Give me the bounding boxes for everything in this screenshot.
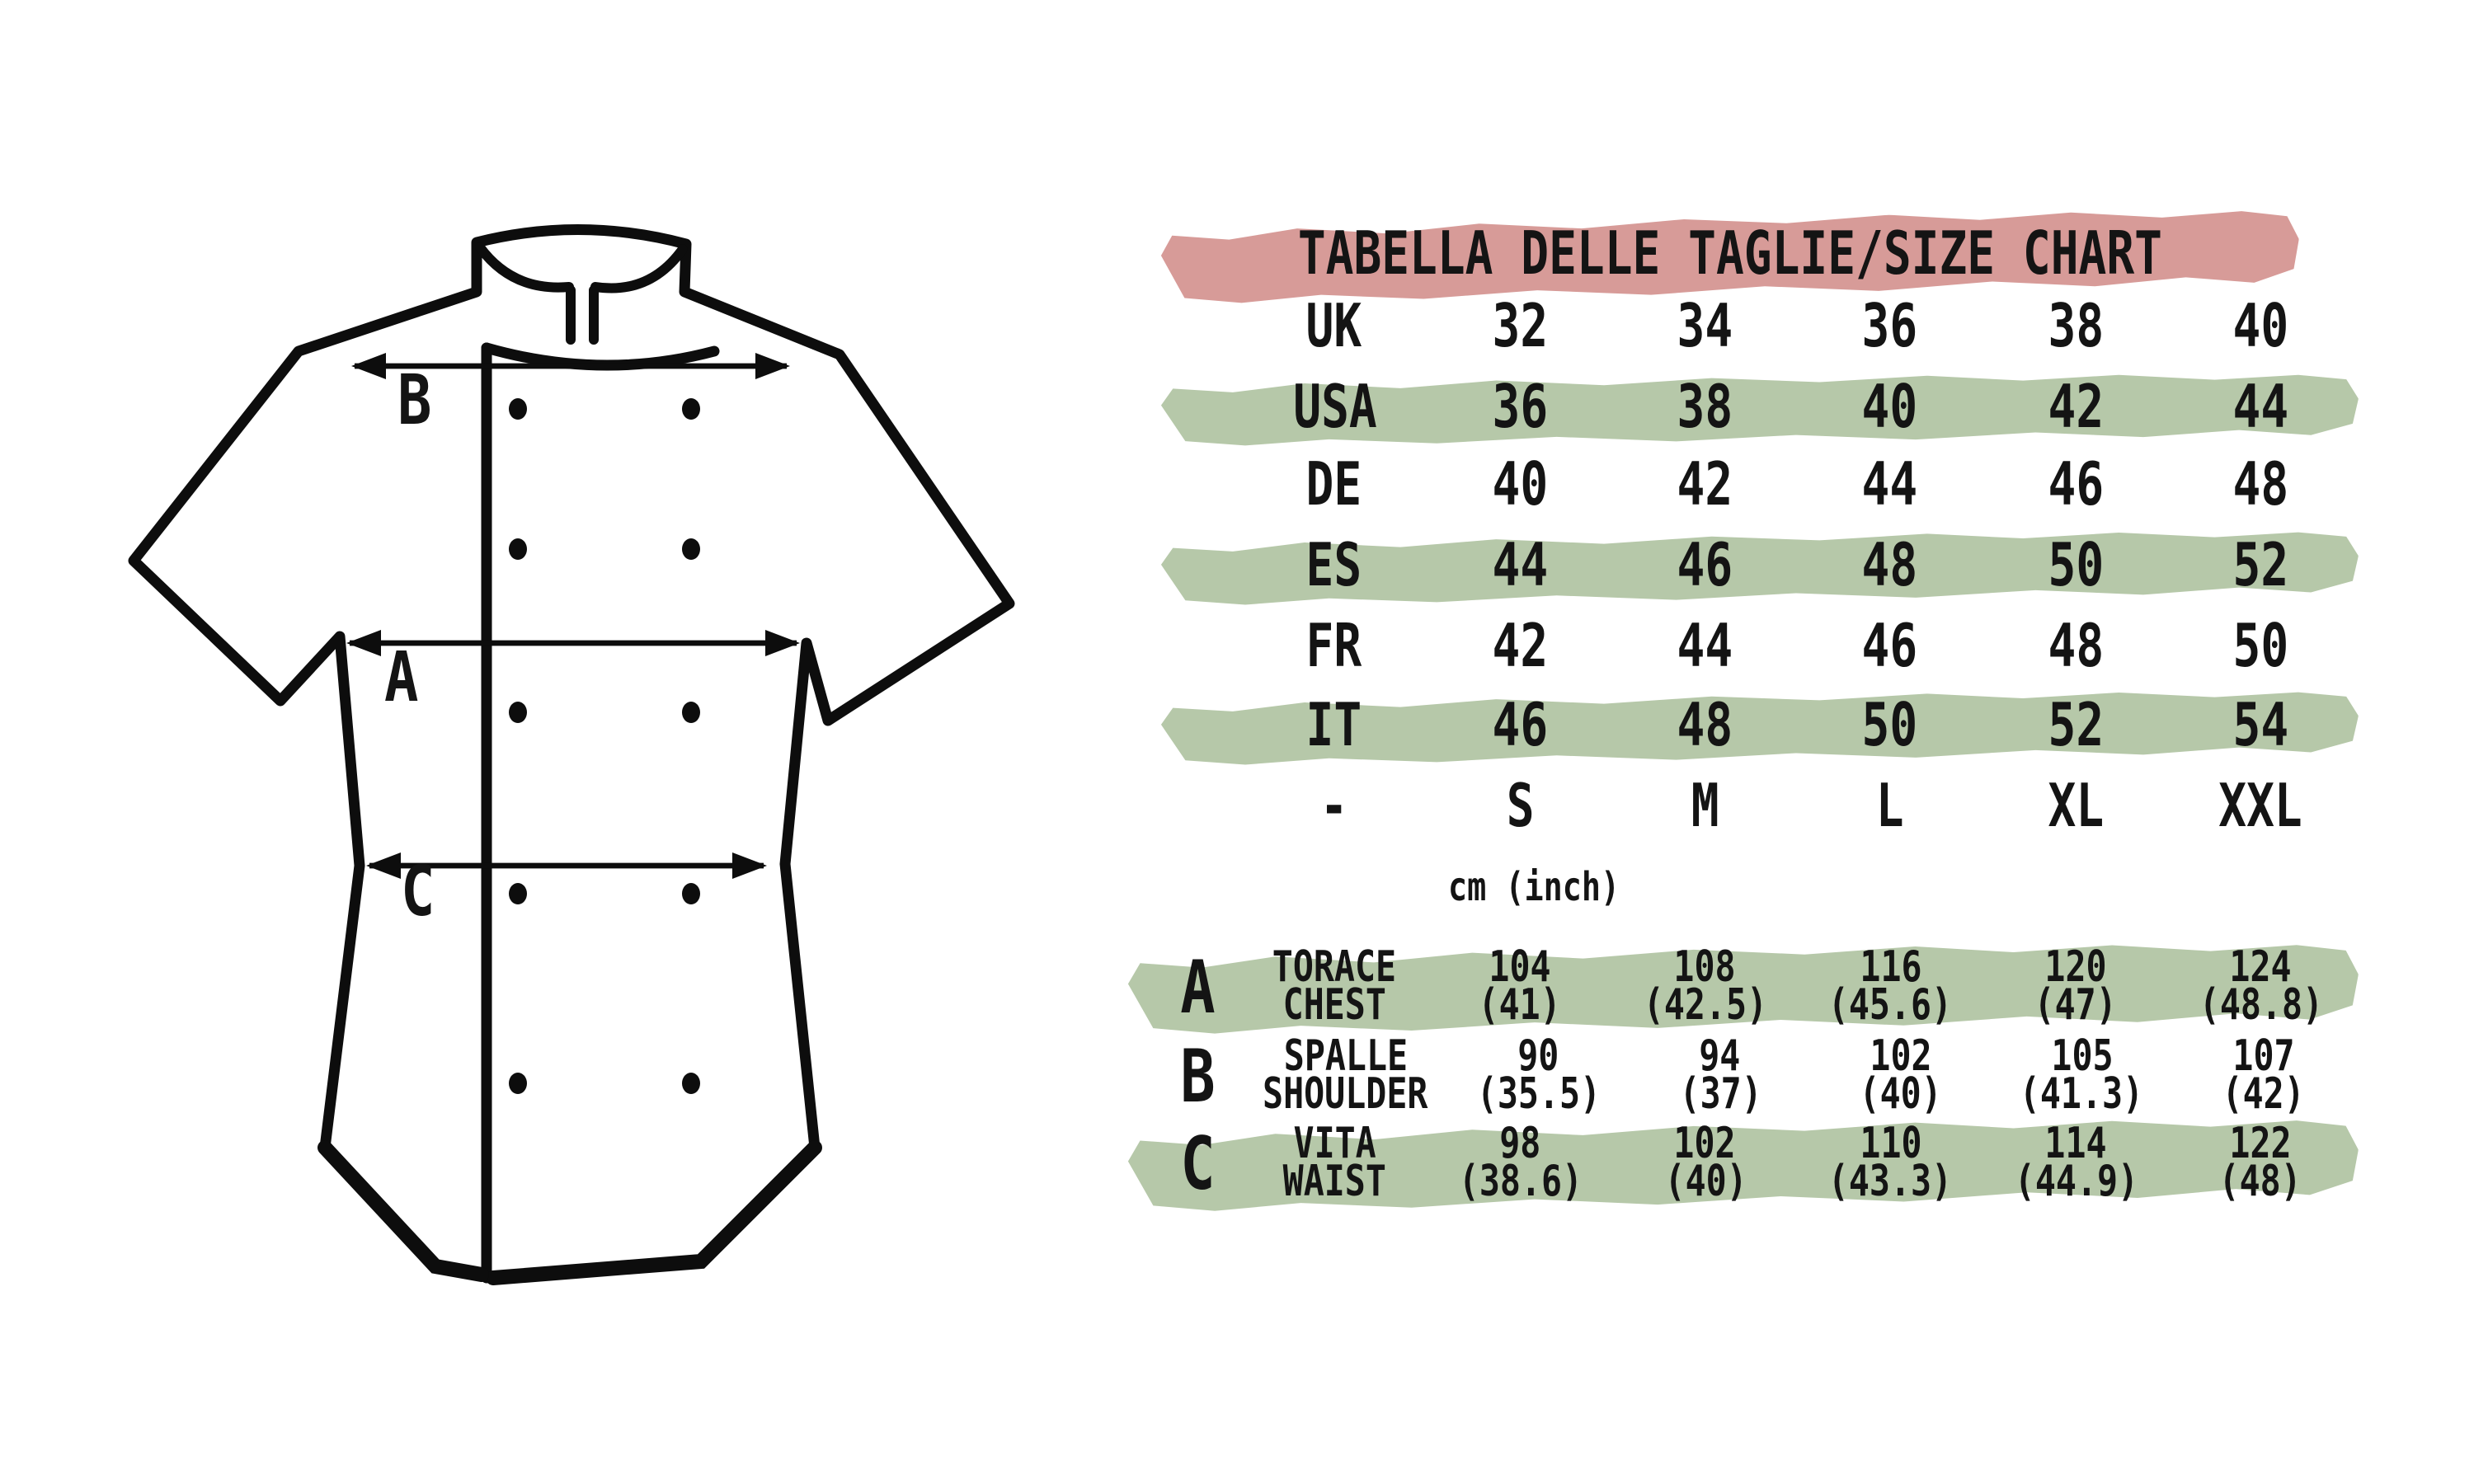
chef-jacket-diagram: B A C bbox=[128, 223, 1015, 1285]
button-dot bbox=[682, 883, 700, 904]
size-row-it: IT 46 48 50 52 54 bbox=[1242, 699, 2354, 755]
size-chart-title-row: TABELLA DELLE TAGLIE/SIZE CHART bbox=[1161, 214, 2299, 297]
measure-value: 104 (41) bbox=[1478, 943, 1562, 1031]
collar-inner-right-seam bbox=[590, 244, 688, 294]
size-value: 40 bbox=[1492, 452, 1548, 519]
measure-value: 90 (35.5) bbox=[1477, 1032, 1602, 1120]
button-dot bbox=[509, 1073, 527, 1094]
size-value: 44 bbox=[1492, 533, 1548, 600]
measure-value: 124 (48.8) bbox=[2199, 943, 2323, 1031]
chest-measure-label: A bbox=[384, 637, 418, 717]
button-dot bbox=[682, 1073, 700, 1094]
size-value: 46 bbox=[2048, 452, 2104, 519]
size-row-label: UK bbox=[1306, 294, 1363, 361]
size-value: 44 bbox=[1677, 613, 1733, 681]
size-value: 38 bbox=[2048, 294, 2104, 361]
size-value: 36 bbox=[1492, 374, 1548, 442]
button-dot bbox=[682, 398, 700, 420]
collar-inner-left-seam bbox=[475, 242, 574, 293]
size-value: 40 bbox=[1862, 374, 1919, 442]
unit-note: cm (inch) bbox=[1448, 864, 1620, 910]
size-value: 44 bbox=[1862, 452, 1919, 519]
measure-value: 102 (40) bbox=[1860, 1032, 1943, 1120]
size-value: 48 bbox=[1862, 533, 1919, 600]
size-value: 34 bbox=[1677, 294, 1733, 361]
measure-value: 110 (43.3) bbox=[1828, 1120, 1953, 1207]
size-value: 46 bbox=[1677, 533, 1733, 600]
size-value: M bbox=[1691, 773, 1719, 841]
measurement-row-waist: C VITA WAIST 98 (38.6) 102 (40) 110 (43.… bbox=[1242, 1126, 2354, 1202]
size-value: 42 bbox=[1492, 613, 1548, 681]
size-value: 46 bbox=[1862, 613, 1919, 681]
size-value: 50 bbox=[1862, 693, 1919, 760]
size-value: 44 bbox=[2232, 374, 2289, 442]
size-row-fr: FR 42 44 46 48 50 bbox=[1242, 613, 2354, 681]
right-hem-edge bbox=[486, 1140, 822, 1285]
size-row-uk: UK 32 34 36 38 40 bbox=[1242, 294, 2354, 361]
button-dot bbox=[509, 702, 527, 723]
size-row-international: - S M L XL XXL bbox=[1242, 773, 2354, 841]
size-value: 42 bbox=[1677, 452, 1733, 519]
measure-name: VITA WAIST bbox=[1282, 1120, 1386, 1207]
collar-placket-slit bbox=[566, 285, 599, 345]
measure-value: 122 (48) bbox=[2219, 1120, 2302, 1207]
size-value: S bbox=[1506, 773, 1534, 841]
measure-value: 116 (45.6) bbox=[1828, 943, 1953, 1031]
size-value: 48 bbox=[1677, 693, 1733, 760]
button-dot bbox=[509, 883, 527, 904]
measure-value: 108 (42.5) bbox=[1643, 943, 1767, 1031]
size-value: 46 bbox=[1492, 693, 1548, 760]
size-row-label: USA bbox=[1292, 374, 1377, 442]
measure-name: TORACE CHEST bbox=[1272, 943, 1397, 1031]
button-dot bbox=[682, 538, 700, 560]
size-table: TABELLA DELLE TAGLIE/SIZE CHART UK 32 34… bbox=[1242, 0, 2354, 1484]
measure-value: 114 (44.9) bbox=[2013, 1120, 2138, 1207]
size-value: 36 bbox=[1862, 294, 1919, 361]
size-value: L bbox=[1876, 773, 1905, 841]
measure-value: 98 (38.6) bbox=[1457, 1120, 1583, 1207]
jacket-outline bbox=[128, 223, 1015, 1284]
size-value: 52 bbox=[2048, 693, 2104, 760]
button-dots bbox=[509, 398, 700, 1094]
size-row-label: DE bbox=[1306, 452, 1363, 519]
size-value: 48 bbox=[2048, 613, 2104, 681]
size-row-usa: USA 36 38 40 42 44 bbox=[1242, 381, 2354, 437]
measurement-row-shoulder: B SPALLE SHOULDER 90 (35.5) 94 (37) 102 … bbox=[1180, 1032, 2354, 1120]
size-row-de: DE 40 42 44 46 48 bbox=[1242, 452, 2354, 519]
size-value: 54 bbox=[2232, 693, 2289, 760]
size-value: 40 bbox=[2232, 294, 2289, 361]
size-value: 42 bbox=[2048, 374, 2104, 442]
size-value: XL bbox=[2048, 773, 2104, 841]
size-value: 38 bbox=[1677, 374, 1733, 442]
measure-letter: C bbox=[1179, 1123, 1216, 1207]
size-value: 50 bbox=[2232, 613, 2289, 681]
left-hem-edge bbox=[317, 1140, 489, 1282]
size-row-label: ES bbox=[1306, 533, 1363, 600]
size-row-label: FR bbox=[1306, 613, 1363, 681]
button-dot bbox=[682, 702, 700, 723]
size-row-label: - bbox=[1320, 773, 1349, 841]
size-row-label: IT bbox=[1306, 693, 1363, 760]
shoulder-measure-label: B bbox=[397, 360, 431, 440]
measurement-row-chest: A TORACE CHEST 104 (41) 108 (42.5) 116 (… bbox=[1242, 950, 2354, 1026]
size-value: XXL bbox=[2218, 773, 2303, 841]
measure-letter: B bbox=[1179, 1036, 1216, 1120]
measure-letter: A bbox=[1179, 946, 1216, 1031]
size-chart-title: TABELLA DELLE TAGLIE/SIZE CHART bbox=[1297, 221, 2163, 289]
measure-value: 107 (42) bbox=[2222, 1032, 2305, 1120]
measure-value: 94 (37) bbox=[1678, 1032, 1761, 1120]
size-value: 50 bbox=[2048, 533, 2104, 600]
size-value: 32 bbox=[1492, 294, 1548, 361]
measure-value: 105 (41.3) bbox=[2020, 1032, 2144, 1120]
waist-measure-label: C bbox=[401, 852, 435, 932]
measure-value: 102 (40) bbox=[1663, 1120, 1747, 1207]
size-value: 48 bbox=[2232, 452, 2289, 519]
size-row-es: ES 44 46 48 50 52 bbox=[1242, 539, 2354, 595]
button-dot bbox=[509, 398, 527, 420]
button-dot bbox=[509, 538, 527, 560]
measure-name: SPALLE SHOULDER bbox=[1263, 1032, 1428, 1120]
size-value: 52 bbox=[2232, 533, 2289, 600]
measure-value: 120 (47) bbox=[2034, 943, 2118, 1031]
